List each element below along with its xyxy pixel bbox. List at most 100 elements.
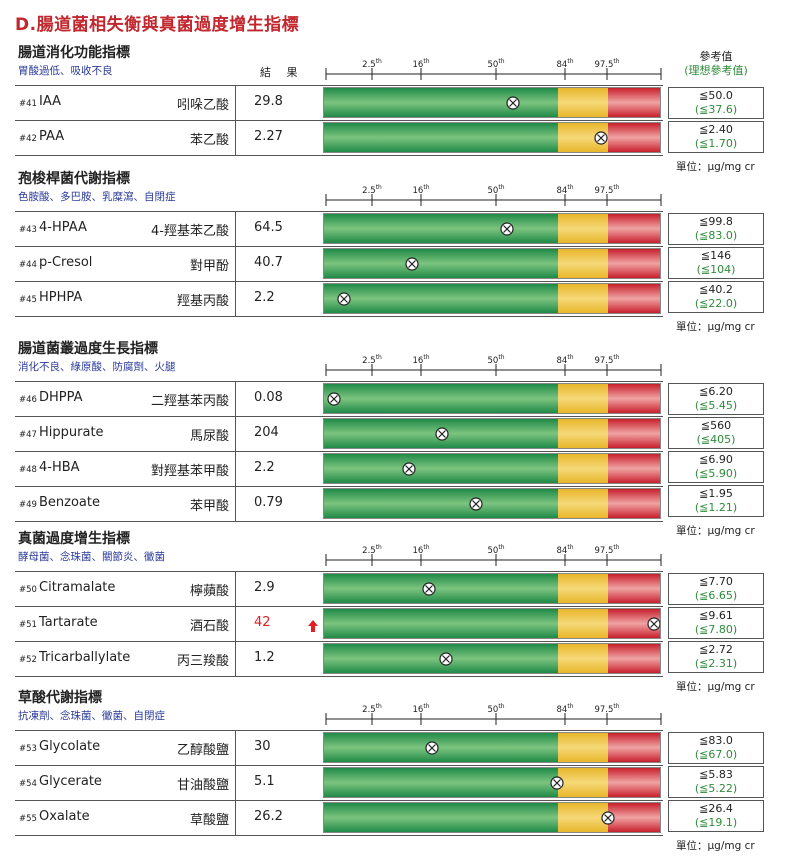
normal-range-segment (324, 768, 558, 797)
page-title: D.腸道菌相失衡與真菌過度增生指標 (15, 15, 300, 35)
reference-value-box: ≦5.83 (≦5.22) (668, 766, 764, 798)
result-value: 5.1 (254, 774, 275, 789)
tick-value: 16 (412, 355, 424, 366)
ideal-reference-value: (≦67.0) (694, 748, 738, 761)
scale-tick-label: 84th (557, 544, 574, 556)
normal-range-segment (324, 574, 558, 603)
ideal-reference-value: (≦37.6) (694, 103, 738, 116)
tick-value: 97.5 (594, 59, 614, 70)
table-row: #55 Oxalate 草酸鹽 26.2 (15, 801, 663, 836)
percentile-scale: 2.5th 16th 50th 84th 97.5th (325, 58, 662, 80)
tick-value: 2.5 (362, 704, 376, 715)
marker-name-cell: #47 Hippurate 馬尿酸 (15, 417, 236, 451)
table-row: #43 4-HPAA 4-羥基苯乙酸 64.5 (15, 212, 663, 247)
reference-value: ≦26.4 (699, 802, 733, 815)
scale-tick-label: 50th (488, 544, 505, 556)
result-value: 40.7 (254, 255, 283, 270)
marker-english-name: Citramalate (39, 580, 116, 595)
marker-chinese-name: 吲哚乙酸 (176, 98, 229, 113)
high-range-segment (608, 768, 660, 797)
result-marker-icon (594, 130, 608, 145)
marker-number: #52 (19, 655, 37, 665)
tick-suffix: th (375, 58, 382, 65)
borderline-range-segment (558, 609, 608, 638)
reference-value-box: ≦50.0 (≦37.6) (668, 87, 764, 119)
marker-name-cell: #46 DHPPA 二羥基苯丙酸 (15, 382, 236, 416)
normal-range-segment (324, 454, 558, 483)
reference-value-box: ≦7.70 (≦6.65) (668, 573, 764, 605)
marker-chinese-name: 草酸鹽 (189, 813, 229, 828)
marker-number: #45 (19, 295, 37, 305)
section-title: 腸道消化功能指標 (18, 45, 130, 61)
tick-suffix: th (613, 544, 620, 551)
ideal-reference-value: (≦22.0) (694, 297, 738, 310)
result-cell: 2.2 (236, 452, 322, 486)
table-row: #41 IAA 吲哚乙酸 29.8 (15, 86, 663, 121)
result-marker-icon (337, 291, 351, 306)
reference-value-box: ≦1.95 (≦1.21) (668, 485, 764, 517)
result-cell: 40.7 (236, 247, 322, 281)
reference-value: ≦2.72 (699, 643, 733, 656)
tick-value: 97.5 (594, 185, 614, 196)
section-3: 腸道菌叢過度生長指標 消化不良、綠原酸、防腐劑、火腿 2.5th 16th 50th 84… (0, 336, 795, 538)
table-row: #42 PAA 苯乙酸 2.27 (15, 121, 663, 156)
table-row: #49 Benzoate 苯甲酸 0.79 (15, 487, 663, 522)
marker-english-name: Glycolate (39, 739, 101, 754)
marker-chinese-name: 馬尿酸 (189, 429, 229, 444)
marker-name-cell: #49 Benzoate 苯甲酸 (15, 487, 236, 521)
percentile-scale: 2.5th 16th 50th 84th 97.5th (325, 354, 662, 376)
marker-name-cell: #45 HPHPA 羥基丙酸 (15, 282, 236, 316)
ideal-reference-value: (≦7.80) (694, 623, 738, 636)
result-value: 30 (254, 739, 271, 754)
high-range-segment (608, 733, 660, 762)
normal-range-segment (324, 249, 558, 278)
tick-value: 97.5 (594, 545, 614, 556)
scale-tick-label: 97.5th (594, 544, 619, 556)
result-marker-icon (401, 461, 416, 476)
unit-label: 單位：µg/mg cr (676, 525, 755, 537)
marker-english-name: Benzoate (39, 495, 100, 510)
normal-range-segment (324, 214, 558, 243)
scale-tick-label: 84th (557, 703, 574, 715)
tick-suffix: th (423, 58, 430, 65)
high-range-segment (608, 489, 660, 518)
table-row: #45 HPHPA 羥基丙酸 2.2 (15, 282, 663, 317)
reference-value: ≦560 (700, 419, 732, 432)
tick-suffix: th (375, 354, 382, 361)
marker-chinese-name: 二羥基苯丙酸 (150, 394, 229, 409)
scale-tick-label: 16th (413, 184, 430, 196)
section-4: 真菌過度增生指標 酵母菌、念珠菌、關節炎、黴菌 2.5th 16th 50th 84th 9… (0, 526, 795, 694)
result-value: 26.2 (254, 809, 283, 824)
ideal-reference-value: (≦104) (696, 263, 736, 276)
section-5: 草酸代謝指標 抗凍劑、念珠菌、黴菌、自閉症 2.5th 16th 50th 84th 97.… (0, 685, 795, 853)
tick-value: 16 (412, 704, 424, 715)
table-row: #44 p-Cresol 對甲酚 40.7 (15, 247, 663, 282)
scale-tick-label: 2.5th (362, 58, 382, 70)
marker-english-name: Tricarballylate (39, 650, 131, 665)
tick-value: 84 (556, 185, 568, 196)
marker-number: #50 (19, 585, 37, 595)
percentile-scale: 2.5th 16th 50th 84th 97.5th (325, 544, 662, 566)
reference-value: ≦1.95 (699, 487, 733, 500)
tick-value: 50 (487, 59, 499, 70)
tick-suffix: th (498, 184, 505, 191)
borderline-range-segment (558, 454, 608, 483)
percentile-bar (323, 248, 661, 279)
high-range-segment (608, 419, 660, 448)
normal-range-segment (324, 123, 558, 152)
reference-value-box: ≦2.40 (≦1.70) (668, 121, 764, 153)
percentile-bar (323, 122, 661, 153)
marker-name-cell: #42 PAA 苯乙酸 (15, 121, 236, 155)
borderline-range-segment (558, 384, 608, 413)
tick-suffix: th (423, 354, 430, 361)
borderline-range-segment (558, 733, 608, 762)
reference-value: ≦99.8 (699, 215, 733, 228)
reference-value-box: ≦2.72 (≦2.31) (668, 641, 764, 673)
scale-tick-label: 16th (413, 354, 430, 366)
reference-value: ≦40.2 (699, 283, 733, 296)
high-range-segment (608, 88, 660, 117)
high-range-segment (608, 284, 660, 313)
reference-value: ≦5.83 (699, 768, 733, 781)
percentile-axis (325, 194, 662, 206)
high-range-segment (608, 454, 660, 483)
